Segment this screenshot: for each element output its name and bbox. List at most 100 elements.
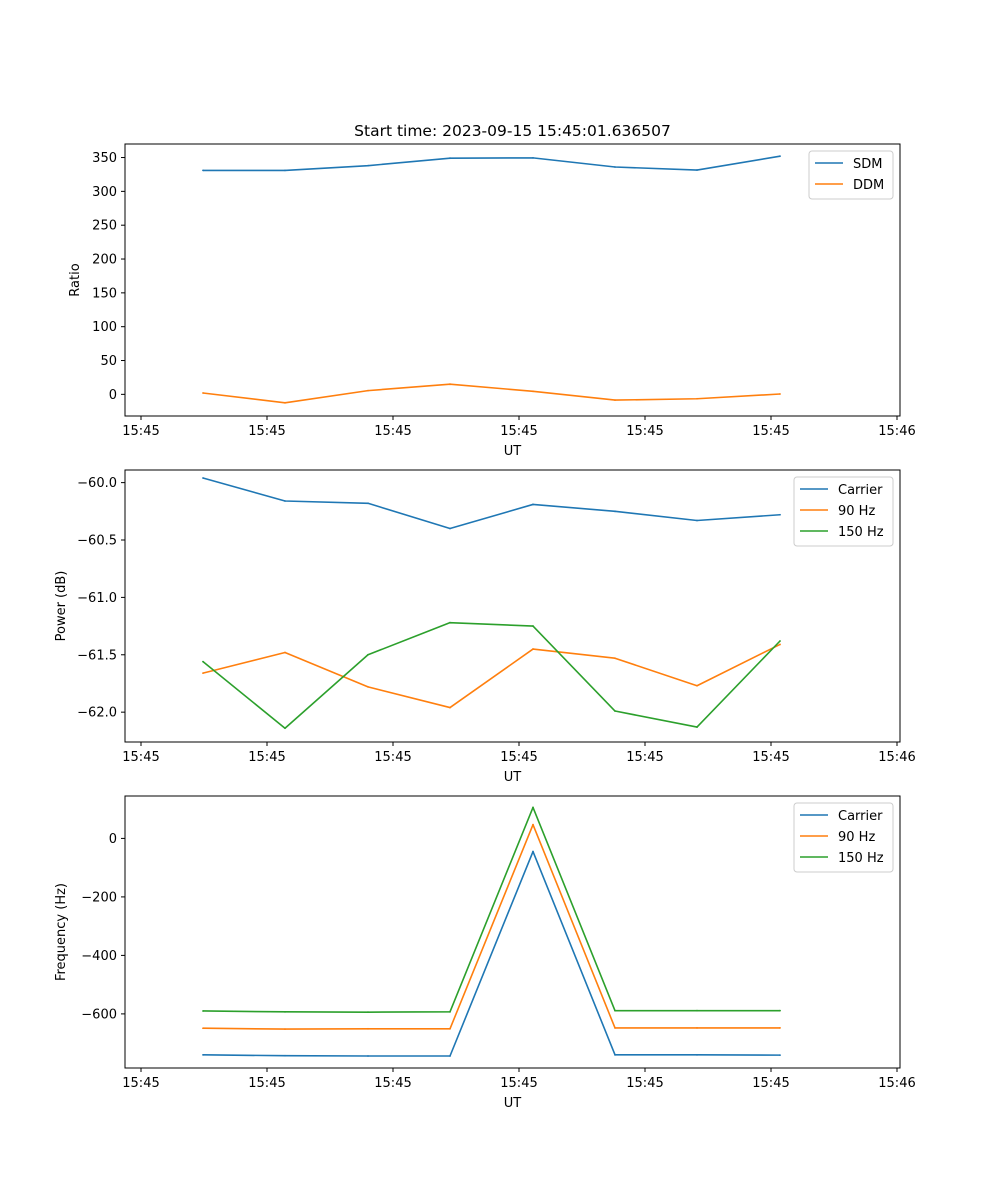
legend-box (793, 802, 894, 873)
y-axis-label: Ratio (68, 263, 83, 296)
x-axis-label: UT (504, 444, 522, 459)
x-tick-label: 15:45 (374, 750, 411, 765)
data-point (779, 393, 781, 395)
y-tick-label: 100 (92, 320, 117, 335)
data-point (532, 850, 534, 853)
legend-label: Carrier (838, 483, 883, 498)
power-panel: −62.0 −61.5 −61.0 −60.5 −60.0 15:45 15:45 15:45… (54, 469, 916, 785)
series-line-150-hz (202, 621, 781, 730)
data-point (202, 169, 204, 172)
data-point (449, 383, 451, 386)
data-point (449, 527, 451, 530)
data-point (449, 621, 451, 624)
data-point (202, 477, 204, 479)
data-point (202, 660, 204, 663)
data-point (367, 653, 369, 656)
y-tick-label: −400 (81, 949, 117, 964)
data-point (696, 726, 698, 728)
data-point (367, 389, 369, 392)
data-point (532, 823, 534, 826)
y-tick-label: −61.5 (77, 648, 117, 663)
data-point (779, 1009, 781, 1012)
x-tick-label: 15:45 (626, 750, 663, 765)
y-axis-label: Frequency (Hz) (54, 883, 69, 981)
x-tick-label: 15:46 (878, 750, 915, 765)
legend-box (793, 476, 894, 547)
data-point (284, 1054, 286, 1057)
series-line-150-hz (202, 806, 780, 1013)
data-point (779, 643, 781, 646)
x-tick-label: 15:45 (626, 424, 663, 439)
series-line-ddm (202, 383, 781, 404)
data-point (696, 519, 698, 522)
x-tick-label: 15:45 (500, 1076, 537, 1091)
data-point (449, 706, 451, 709)
data-point (284, 1028, 286, 1030)
data-point (532, 156, 534, 159)
data-point (614, 510, 616, 513)
data-point (532, 806, 534, 809)
data-point (202, 1010, 204, 1012)
data-point (532, 503, 534, 506)
data-point (284, 727, 286, 730)
x-tick-label: 15:45 (752, 750, 789, 765)
data-point (779, 513, 781, 516)
data-point (202, 672, 204, 675)
y-tick-label: 0 (109, 832, 117, 847)
data-point (696, 1053, 698, 1056)
series-line-90-hz (202, 643, 781, 709)
y-tick-label: 200 (92, 253, 117, 268)
legend-label: 150 Hz (838, 525, 884, 540)
series-line-sdm (203, 155, 781, 172)
data-point (532, 625, 534, 627)
data-point (367, 686, 369, 688)
y-tick-label: 250 (92, 219, 117, 234)
x-tick-label: 15:45 (122, 424, 159, 439)
x-tick-label: 15:45 (248, 1076, 285, 1091)
data-point (449, 1010, 451, 1013)
data-point (614, 710, 616, 712)
data-point (367, 502, 369, 505)
x-tick-label: 15:45 (248, 424, 285, 439)
x-tick-label: 15:45 (500, 424, 537, 439)
y-tick-label: −62.0 (77, 706, 117, 721)
data-point (779, 155, 781, 158)
data-point (202, 1027, 204, 1030)
data-point (284, 169, 286, 172)
axes-frame (124, 795, 901, 1069)
series-line-carrier (202, 850, 781, 1057)
data-point (614, 166, 616, 168)
y-tick-label: −61.0 (77, 591, 117, 606)
data-point (779, 1027, 781, 1029)
y-tick-label: 150 (92, 286, 117, 301)
y-tick-label: 0 (109, 388, 117, 403)
y-axis-label: Power (dB) (54, 571, 69, 642)
frequency-legend: Carrier 90 Hz 150 Hz (793, 802, 894, 873)
data-point (367, 1055, 369, 1057)
y-tick-label: −60.0 (77, 476, 117, 491)
data-point (449, 1027, 451, 1030)
axes-frame (124, 469, 901, 743)
ratio-panel: 0 50 100 150 200 250 300 350 15:45 15:45 15:45 15:4… (68, 143, 916, 459)
data-point (367, 164, 369, 167)
data-point (367, 1027, 369, 1030)
x-tick-label: 15:45 (122, 1076, 159, 1091)
y-tick-label: 350 (92, 151, 117, 166)
x-tick-label: 15:45 (374, 1076, 411, 1091)
x-tick-label: 15:46 (878, 1076, 915, 1091)
data-point (449, 1055, 451, 1057)
x-tick-label: 15:46 (878, 424, 915, 439)
data-point (696, 1009, 698, 1012)
series-line-carrier (202, 477, 781, 530)
x-tick-label: 15:45 (500, 750, 537, 765)
figure-title: Start time: 2023-09-15 15:45:01.636507 (354, 122, 671, 140)
y-tick-label: 50 (100, 354, 117, 369)
legend-label: 90 Hz (838, 830, 875, 845)
x-axis-label: UT (504, 770, 522, 785)
data-point (202, 392, 204, 394)
data-point (284, 401, 286, 404)
y-tick-label: −60.5 (77, 534, 117, 549)
legend-label: DDM (853, 178, 884, 193)
